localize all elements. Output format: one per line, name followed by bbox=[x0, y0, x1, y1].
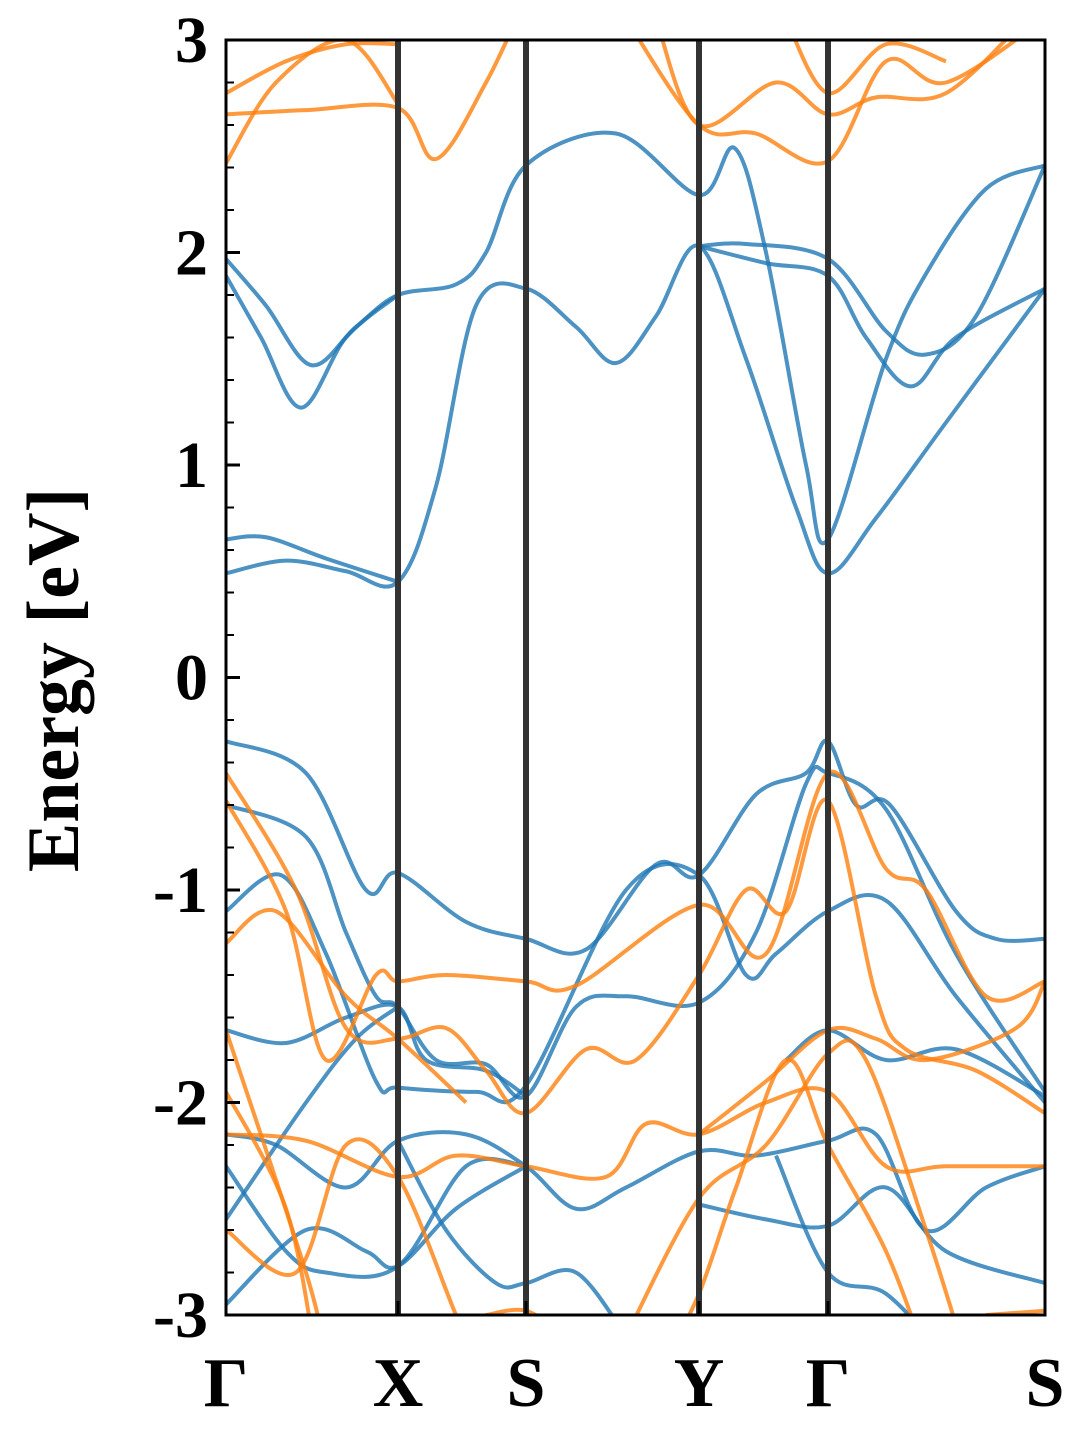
spin-down-band-3 bbox=[226, 40, 400, 165]
spin-up-band-8 bbox=[226, 764, 1045, 1100]
bands-group bbox=[226, 40, 1045, 1315]
spin-up-band-1 bbox=[226, 243, 1045, 589]
spin-up-band-15 bbox=[698, 1185, 1045, 1286]
spin-up-band-13 bbox=[226, 1005, 400, 1221]
spin-down-band-5 bbox=[660, 40, 1009, 129]
spin-up-band-16 bbox=[226, 1164, 528, 1306]
spin-down-band-16 bbox=[697, 980, 1045, 1136]
spin-up-band-3 bbox=[226, 130, 1045, 546]
y-tick-label: 2 bbox=[175, 217, 208, 290]
spin-down-band-7 bbox=[226, 772, 1045, 1116]
spin-up-band-7 bbox=[226, 738, 1045, 956]
spin-up-band-17 bbox=[774, 1154, 912, 1315]
x-tick-label: Y bbox=[674, 1345, 725, 1422]
x-tick-label: X bbox=[373, 1345, 424, 1422]
spin-down-band-12 bbox=[226, 1086, 1045, 1181]
x-tick-label: S bbox=[507, 1345, 546, 1422]
spin-up-band-12 bbox=[226, 1156, 527, 1279]
plot-frame bbox=[224, 38, 1047, 1317]
spin-up-band-14 bbox=[396, 1139, 615, 1315]
x-tick-label: Γ bbox=[806, 1345, 851, 1422]
x-tick-label: S bbox=[1026, 1345, 1065, 1422]
y-axis-label: Energy [eV] bbox=[13, 488, 95, 872]
spin-down-band-2 bbox=[226, 40, 510, 162]
spin-up-band-4 bbox=[226, 274, 400, 410]
spin-up-band-9 bbox=[226, 862, 1045, 1105]
spin-up-band-2 bbox=[226, 534, 399, 584]
y-tick-label: -1 bbox=[153, 854, 208, 927]
x-tick-label: Γ bbox=[204, 1345, 249, 1422]
y-tick-label: 1 bbox=[175, 429, 208, 502]
y-axis: -3 -2 -1 0 1 2 3 bbox=[153, 4, 240, 1352]
spin-down-band-14 bbox=[634, 1038, 956, 1315]
y-tick-label: -2 bbox=[153, 1067, 208, 1140]
spin-down-band-9 bbox=[226, 907, 468, 1104]
spin-down-band-15 bbox=[687, 1057, 914, 1315]
spin-down-band-8 bbox=[226, 769, 1045, 1063]
y-tick-label: 0 bbox=[175, 642, 208, 715]
spin-down-band-11 bbox=[226, 1090, 311, 1315]
spin-up-band-6 bbox=[698, 244, 1045, 389]
y-tick-label: -3 bbox=[153, 1279, 208, 1352]
spin-up-band-18 bbox=[784, 1028, 1045, 1098]
spin-down-band-13 bbox=[226, 1137, 459, 1315]
spin-up-band-5 bbox=[698, 164, 1045, 357]
spin-down-band-6 bbox=[793, 40, 947, 96]
y-tick-label: 3 bbox=[175, 4, 208, 77]
kpoint-lines bbox=[395, 40, 831, 1315]
